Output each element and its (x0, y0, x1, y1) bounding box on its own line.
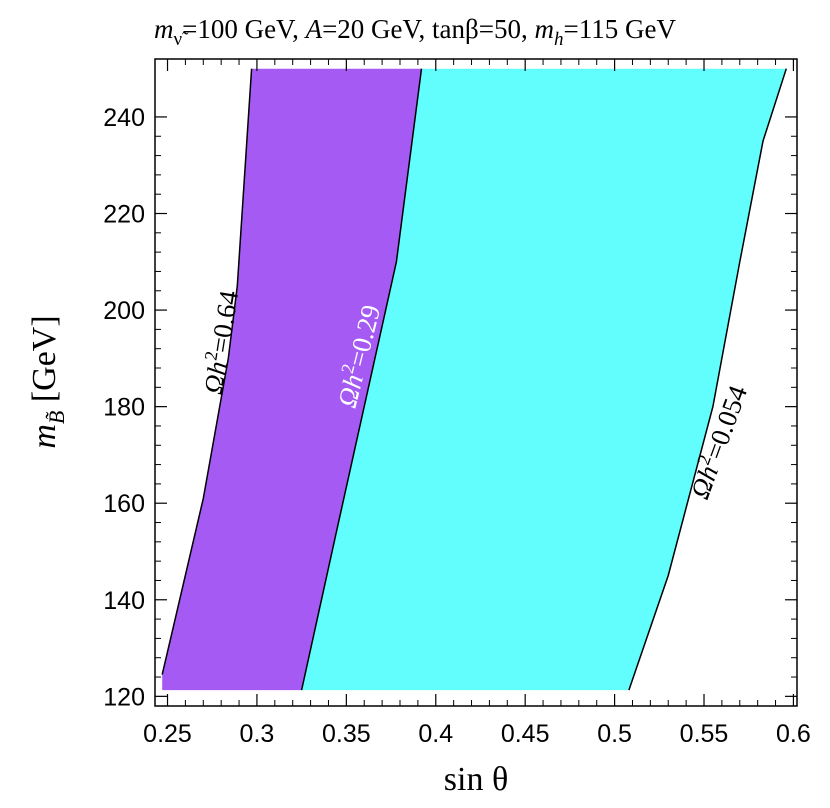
y-tick-label: 240 (103, 104, 145, 132)
y-axis-unit: [GeV] (26, 315, 63, 410)
contour-line-1 (161, 68, 253, 675)
x-tick-label: 0.25 (143, 720, 192, 748)
y-axis-title: mB̃ [GeV] (26, 315, 69, 448)
y-tick-label: 220 (103, 201, 145, 229)
region-2 (301, 68, 787, 691)
x-tick-label: 0.55 (680, 720, 729, 748)
y-axis-subscript: B̃ (44, 411, 69, 424)
y-tick-label: 200 (103, 297, 145, 325)
y-tick-label: 180 (103, 394, 145, 422)
title-m-higgs: m (535, 14, 555, 44)
y-tick-label: 160 (103, 490, 145, 518)
title-higgs-mass: =115 GeV (564, 14, 677, 44)
y-tick-label: 140 (103, 587, 145, 615)
contour-line-2 (300, 68, 423, 691)
x-tick-label: 0.45 (501, 720, 550, 748)
y-axis-var: m (26, 424, 63, 449)
contour-line-3 (628, 68, 788, 691)
y-axis-ticks: 120 140 160 180 200 220 240 (103, 104, 797, 711)
contour-label-2: Ωh2=0.29 (329, 301, 386, 410)
plot-frame (154, 58, 798, 707)
x-tick-label: 0.35 (322, 720, 371, 748)
region-1 (162, 68, 422, 691)
chart-title: mν̃=100 GeV, A=20 GeV, tanβ=50, mh=115 G… (154, 14, 676, 50)
x-tick-label: 0.3 (240, 720, 275, 748)
x-tick-label: 0.5 (597, 720, 632, 748)
title-a-param: A (304, 14, 323, 44)
x-tick-label: 0.4 (418, 720, 453, 748)
title-m-sneutrino: m (154, 14, 174, 44)
title-higgs-subscript: h (554, 29, 564, 50)
title-a-value: =20 GeV, tanβ=50, (322, 14, 534, 44)
x-tick-label: 0.6 (776, 720, 811, 748)
x-axis-title: sin θ (444, 761, 508, 798)
contour-lines (161, 68, 788, 691)
title-sneutrino-mass: =100 GeV, (182, 14, 305, 44)
x-axis-ticks: 0.25 0.3 0.35 0.4 0.45 0.5 0.55 0.6 (143, 59, 811, 748)
y-tick-label: 120 (103, 683, 145, 711)
shaded-regions (162, 68, 787, 691)
